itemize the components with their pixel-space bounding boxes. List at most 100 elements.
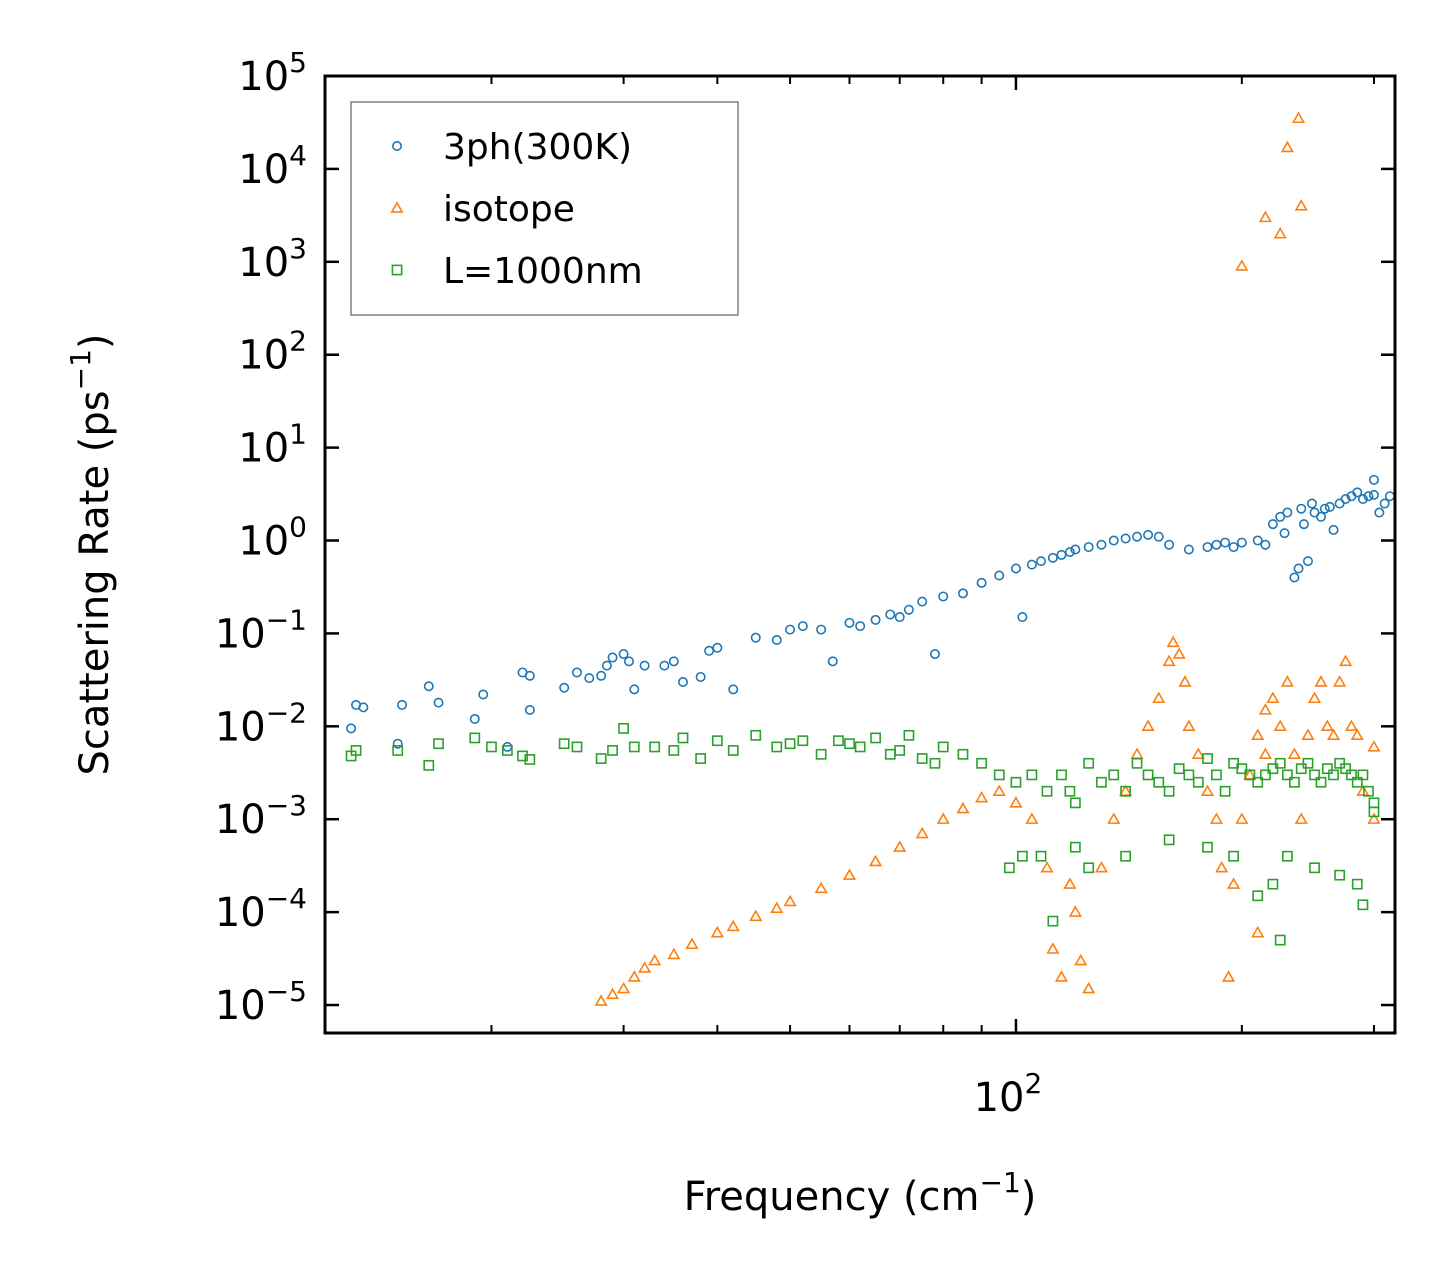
data-point [668,745,680,756]
data-point [1047,552,1058,563]
y-tick-label: 10−2 [215,696,307,750]
data-point [1010,563,1021,574]
data-point [785,624,796,635]
data-point [1142,769,1154,781]
data-point [1316,511,1327,522]
data-point [1357,493,1368,504]
data-point [1003,862,1015,874]
data-point [1173,763,1185,775]
data-point [1017,612,1028,623]
data-point [894,745,906,756]
data-point [678,676,689,687]
data-point [844,617,855,628]
data-point [392,738,403,749]
data-point [1298,519,1309,530]
data-point [1307,691,1322,704]
data-point [605,987,620,1000]
legend-marker [390,201,404,213]
y-tick-label: 10−3 [215,789,307,843]
data-point [814,881,828,894]
data-point [1056,549,1067,560]
data-point [1235,259,1249,271]
data-point [1260,769,1271,781]
data-point [618,722,630,734]
data-point [628,741,640,753]
data-point [596,670,607,681]
data-point [1074,953,1088,966]
data-point [1202,753,1213,764]
plot-frame [323,74,1397,1035]
data-point [1108,769,1120,781]
data-point [1164,539,1175,550]
data-point [929,757,941,769]
data-point [350,745,362,756]
data-point [1026,769,1038,781]
data-point [1211,769,1222,781]
data-point [1252,776,1264,788]
data-point [1235,812,1249,824]
data-point [1041,785,1053,797]
data-point [1192,776,1204,788]
data-point [917,596,928,607]
data-point [1367,812,1381,824]
data-point [1273,227,1287,239]
data-point [1182,719,1196,732]
data-point [1063,877,1077,889]
data-point [827,656,838,667]
data-point [1306,498,1317,509]
data-point [797,735,809,747]
data-point [1017,850,1028,862]
data-point [976,577,987,588]
data-point [629,684,640,695]
data-point [1163,785,1175,797]
y-axis-label: Scattering Rate (ps−1) [64,333,118,775]
data-point [957,748,969,760]
data-point [1321,763,1333,775]
legend-label: 3ph(300K) [443,127,632,168]
data-point [771,741,783,753]
data-point [1294,199,1308,211]
data-point [358,702,369,713]
data-point [1258,747,1272,759]
data-point [524,670,535,681]
data-point [1236,537,1247,548]
data-point [1288,776,1300,788]
data-point [855,621,866,632]
data-point [638,961,652,973]
data-point [659,660,670,671]
data-point [1035,850,1047,862]
series-triangle [594,111,1381,1006]
data-point [392,745,404,756]
data-point [727,745,739,756]
data-point [1191,747,1205,759]
series-square [345,722,1380,946]
y-tick-label: 10−1 [215,603,307,657]
data-point [929,649,940,660]
data-point [916,753,928,764]
series-layer [345,111,1395,1006]
data-point [1236,763,1248,775]
data-point [1324,501,1335,512]
data-point [1221,970,1236,982]
data-point [1220,537,1231,548]
data-point [1357,899,1369,911]
data-point [1333,675,1347,687]
y-tick-label: 103 [238,232,307,286]
data-point [870,614,881,625]
x-tick-label: 102 [974,1067,1043,1121]
data-point [1274,934,1286,946]
data-point [1209,812,1224,824]
data-point [618,649,629,660]
data-point [397,699,408,710]
legend-label: isotope [443,189,575,230]
data-point [346,723,357,734]
data-point [517,750,528,762]
data-point [1009,796,1023,808]
data-point [1054,970,1069,982]
data-point [844,738,855,750]
data-point [478,689,489,700]
data-point [1219,785,1231,797]
data-point [937,741,949,753]
data-point [433,738,444,750]
data-point [1374,507,1385,518]
